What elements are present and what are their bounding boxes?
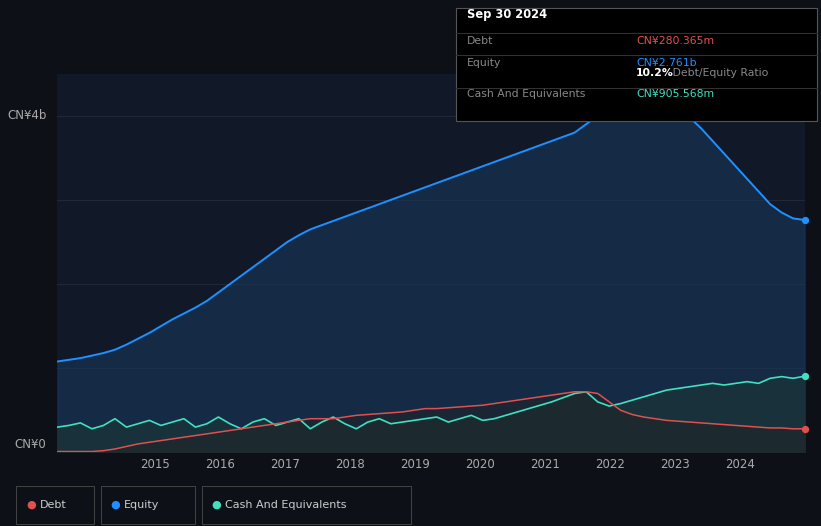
Text: ●: ● xyxy=(26,500,36,510)
Text: Cash And Equivalents: Cash And Equivalents xyxy=(225,500,346,510)
Text: 10.2%: 10.2% xyxy=(636,68,674,78)
Text: Debt: Debt xyxy=(39,500,67,510)
Point xyxy=(798,424,811,433)
Text: CN¥4b: CN¥4b xyxy=(7,109,46,122)
Text: ●: ● xyxy=(111,500,121,510)
Text: Cash And Equivalents: Cash And Equivalents xyxy=(467,89,585,99)
Text: CN¥905.568m: CN¥905.568m xyxy=(636,89,714,99)
Text: Sep 30 2024: Sep 30 2024 xyxy=(467,8,548,22)
Text: Equity: Equity xyxy=(467,58,502,68)
Text: CN¥0: CN¥0 xyxy=(15,438,46,451)
Text: CN¥2.761b: CN¥2.761b xyxy=(636,58,697,68)
Text: CN¥280.365m: CN¥280.365m xyxy=(636,36,714,46)
Point xyxy=(798,372,811,380)
Text: Debt: Debt xyxy=(467,36,493,46)
Text: Equity: Equity xyxy=(124,500,159,510)
Text: Debt/Equity Ratio: Debt/Equity Ratio xyxy=(669,68,768,78)
Text: ●: ● xyxy=(212,500,222,510)
Point xyxy=(798,216,811,224)
